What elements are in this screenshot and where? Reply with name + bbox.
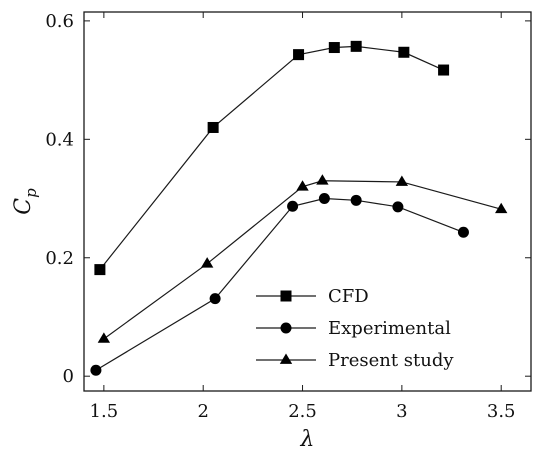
legend-marker-experimental: [280, 322, 292, 334]
legend-label-experimental: Experimental: [328, 318, 451, 339]
legend-label-cfd: CFD: [328, 286, 369, 307]
y-tick-label: 0: [63, 366, 74, 387]
series-present-study: [97, 174, 508, 343]
data-point-cfd: [293, 49, 305, 61]
plot-frame: [83, 11, 532, 392]
series-line-cfd: [99, 45, 444, 270]
legend: CFD Experimental Present study: [256, 286, 454, 371]
data-point-experimental: [392, 201, 404, 213]
x-tick-label: 3: [396, 401, 407, 422]
legend-item-experimental: Experimental: [256, 318, 451, 339]
series-experimental: [90, 193, 469, 376]
data-point-cfd: [94, 264, 106, 276]
legend-item-cfd: CFD: [256, 286, 369, 307]
x-tick-label: 2: [197, 401, 208, 422]
data-point-experimental: [287, 200, 299, 212]
y-tick-label: 0.4: [45, 129, 74, 150]
data-point-cfd: [207, 121, 219, 133]
data-point-cfd: [398, 46, 410, 58]
data-point-present-study: [495, 202, 508, 214]
data-point-experimental: [350, 194, 362, 206]
legend-label-present-study: Present study: [328, 350, 454, 371]
data-point-present-study: [395, 175, 409, 186]
y-tick-label: 0.6: [45, 11, 74, 32]
data-point-present-study: [97, 332, 111, 343]
axis-labels: λ Cp: [11, 188, 314, 452]
legend-marker-cfd: [280, 290, 292, 302]
series-line-present-study: [103, 180, 502, 340]
y-axis-label-group: Cp: [11, 188, 40, 215]
series-line-experimental: [95, 197, 464, 371]
data-point-experimental: [318, 193, 330, 205]
y-tick-label: 0.2: [45, 248, 74, 269]
x-tick-label: 2.5: [288, 401, 317, 422]
y-axis-label-subscript: p: [22, 188, 40, 198]
data-point-experimental: [209, 293, 221, 305]
x-axis-label: λ: [300, 427, 315, 452]
data-point-cfd: [328, 42, 340, 54]
data-point-experimental: [90, 364, 102, 376]
x-tick-label: 1.5: [90, 401, 119, 422]
data-point-present-study: [296, 180, 309, 191]
data-point-present-study: [200, 257, 214, 268]
series-cfd: [94, 40, 450, 276]
data-point-cfd: [350, 40, 362, 52]
y-axis-label: Cp: [11, 188, 40, 215]
data-point-present-study: [316, 174, 329, 185]
axes-layer: 1.5 2 2.5 3 3.5 0 0.2 0.4 0.6: [45, 11, 532, 422]
data-point-experimental: [457, 226, 469, 238]
legend-marker-present-study: [279, 353, 293, 364]
data-point-cfd: [438, 64, 450, 76]
legend-item-present-study: Present study: [256, 350, 454, 371]
series-layer: [90, 40, 508, 376]
x-tick-label: 3.5: [487, 401, 516, 422]
